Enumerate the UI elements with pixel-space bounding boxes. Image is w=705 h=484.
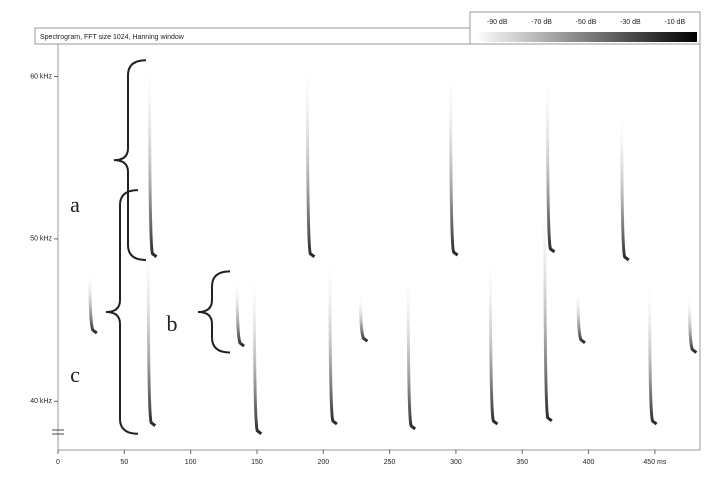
brace xyxy=(197,270,231,354)
annotation: c xyxy=(70,362,80,387)
x-tick-label: 50 xyxy=(120,459,128,466)
call xyxy=(305,60,316,258)
call xyxy=(235,279,245,348)
call xyxy=(545,76,556,254)
call xyxy=(449,68,459,257)
colorbar-label: -90 dB xyxy=(487,19,508,26)
colorbar-label: -30 dB xyxy=(620,19,641,26)
x-tick-label: 300 xyxy=(450,459,462,466)
annotation: a xyxy=(70,192,80,217)
x-tick-label: 400 xyxy=(583,459,595,466)
x-tick-label: 100 xyxy=(185,459,197,466)
call xyxy=(488,255,499,426)
x-tick-label: 250 xyxy=(384,459,396,466)
chart-title: Spectrogram, FFT size 1024, Hanning wind… xyxy=(40,34,185,41)
annotation: b xyxy=(167,311,178,336)
call xyxy=(543,190,553,422)
call xyxy=(620,108,630,262)
call xyxy=(146,238,157,427)
call xyxy=(358,295,369,343)
call xyxy=(648,279,658,426)
x-tick-label: 450 ms xyxy=(643,459,666,466)
brace xyxy=(105,189,139,435)
colorbar-label: -50 dB xyxy=(576,19,597,26)
call xyxy=(406,271,417,431)
brace xyxy=(113,59,147,261)
y-tick-label: 40 kHz xyxy=(30,398,52,405)
x-tick-label: 200 xyxy=(317,459,329,466)
call xyxy=(328,255,338,426)
colorbar-label: -70 dB xyxy=(531,19,552,26)
call xyxy=(252,271,263,435)
x-tick-label: 150 xyxy=(251,459,263,466)
plot-frame xyxy=(57,43,701,451)
x-tick-label: 350 xyxy=(516,459,528,466)
call xyxy=(687,295,698,354)
colorbar xyxy=(475,32,697,42)
y-tick-label: 50 kHz xyxy=(30,236,52,243)
colorbar-label: -10 dB xyxy=(664,19,685,26)
call xyxy=(88,271,98,335)
call xyxy=(576,290,586,345)
x-tick-label: 0 xyxy=(56,459,60,466)
call xyxy=(148,60,158,258)
y-tick-label: 60 kHz xyxy=(30,73,52,80)
